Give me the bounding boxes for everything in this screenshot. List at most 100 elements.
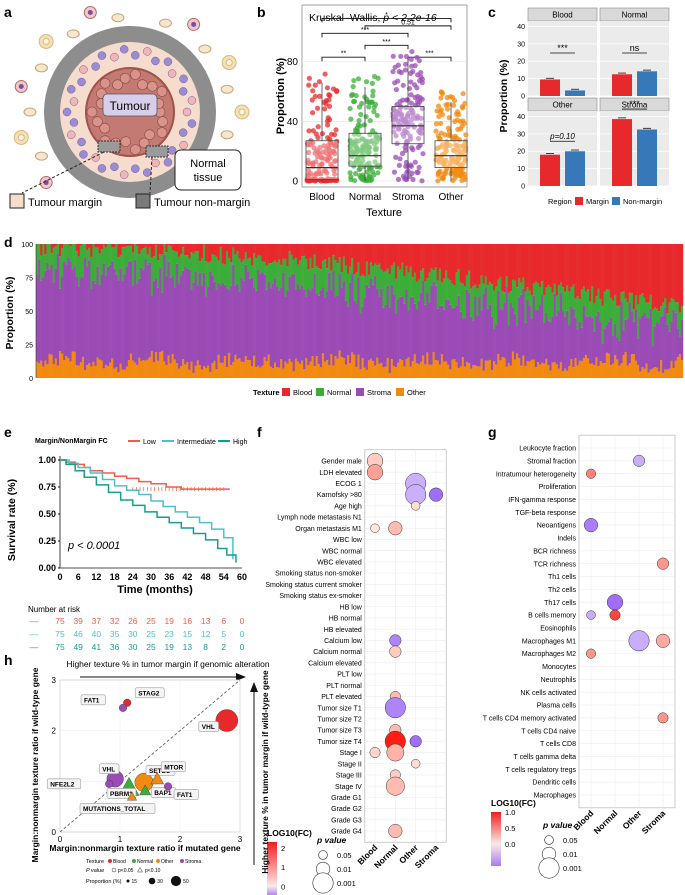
panel-d-segment xyxy=(94,283,97,366)
panel-b-point xyxy=(328,141,334,147)
panel-d-segment xyxy=(597,366,600,378)
panel-d-segment xyxy=(403,244,406,277)
panel-c-ytick: 20 xyxy=(517,149,525,156)
panel-d-segment xyxy=(397,362,400,378)
panel-f-colorbar-tick: 1 xyxy=(281,863,285,872)
panel-h-legend-prop-label: 15 xyxy=(132,879,138,885)
panel-f-row-label: Grade G1 xyxy=(331,795,362,802)
panel-b-point xyxy=(322,71,328,77)
panel-d-segment xyxy=(200,285,204,370)
panel-b-point xyxy=(459,170,465,176)
panel-f-dot xyxy=(370,523,380,533)
panel-h-legend-prop-title: Proportion (%) xyxy=(86,879,122,885)
panel-d-segment xyxy=(553,244,556,284)
panel-d-segment xyxy=(557,244,561,286)
panel-e-risk-cell: 13 xyxy=(201,616,211,626)
legend-margin-swatch xyxy=(9,193,25,209)
panel-d-segment xyxy=(280,264,283,288)
panel-f-fc-title: LOG10(FC) xyxy=(267,828,312,838)
panel-d-segment xyxy=(603,328,607,364)
panel-d-segment xyxy=(632,354,636,378)
panel-f-row-label: Stage III xyxy=(336,773,362,780)
panel-d-segment xyxy=(639,244,642,296)
panel-d-segment xyxy=(271,262,275,284)
panel-d-segment xyxy=(430,244,433,269)
panel-d-segment xyxy=(355,272,358,304)
panel-e-xtick: 36 xyxy=(164,572,174,582)
panel-d-segment xyxy=(230,285,233,365)
panel-d-segment xyxy=(628,292,632,303)
panel-d-segment xyxy=(411,296,415,362)
panel-d-segment xyxy=(415,281,419,310)
panel-b-point xyxy=(398,53,404,59)
panel-h-point-label: BAP1 xyxy=(154,790,172,797)
panel-d-segment xyxy=(88,260,91,364)
panel-d-segment xyxy=(192,253,195,283)
panel-d-segment xyxy=(634,244,638,296)
panel-d-segment xyxy=(138,357,141,378)
panel-d-segment xyxy=(121,244,124,248)
panel-d-segment xyxy=(317,295,321,364)
panel-d-segment xyxy=(200,369,204,378)
panel-d-segment xyxy=(453,284,456,308)
panel-d-segment xyxy=(655,322,659,368)
panel-b-point xyxy=(361,122,368,128)
panel-f-row-label: PLT elevated xyxy=(321,694,362,701)
panel-d-segment xyxy=(167,245,170,262)
panel-d-segment xyxy=(69,246,72,262)
panel-d-segment xyxy=(276,262,279,287)
panel-d-segment xyxy=(536,283,540,310)
panel-d-segment xyxy=(522,355,525,378)
panel-d-segment xyxy=(651,309,655,347)
panel-g-row-label: T cells gamma delta xyxy=(513,754,576,761)
panel-d-segment xyxy=(584,316,588,356)
panel-b-point xyxy=(407,133,413,139)
panel-d-segment xyxy=(102,368,106,378)
panel-d-segment xyxy=(132,285,135,361)
panel-d-segment xyxy=(501,290,504,310)
panel-d-segment xyxy=(605,352,609,378)
panel-d-segment xyxy=(50,253,53,265)
panel-d-segment xyxy=(365,261,369,285)
panel-b-bracket xyxy=(364,25,452,30)
panel-d-segment xyxy=(442,244,446,279)
panel-d-segment xyxy=(680,306,684,320)
panel-d-segment xyxy=(526,287,529,300)
panel-d-segment xyxy=(651,346,655,369)
panel-d-segment xyxy=(132,244,135,253)
panel-g-dot xyxy=(657,712,669,724)
panel-e-xtick: 42 xyxy=(182,572,192,582)
panel-e-risk-cell: 26 xyxy=(128,616,138,626)
panel-d-segment xyxy=(355,303,358,368)
panel-d-segment xyxy=(349,282,352,364)
panel-d-segment xyxy=(612,336,615,364)
panel-d-segment xyxy=(509,244,513,292)
panel-b-ytick: 40 xyxy=(287,117,299,128)
panel-d-segment xyxy=(288,251,291,277)
core-cell xyxy=(86,106,98,118)
panel-e-xtick: 0 xyxy=(57,572,62,582)
panel-d-segment xyxy=(357,354,360,378)
panel-d-segment xyxy=(488,359,492,378)
panel-d-segment xyxy=(215,244,218,257)
panel-d-segment xyxy=(273,278,277,363)
panel-h-point-label: SETD2 xyxy=(149,768,170,775)
panel-d-segment xyxy=(113,244,116,248)
panel-d-segment xyxy=(647,372,650,378)
panel-d-segment xyxy=(125,366,129,378)
panel-d-segment xyxy=(541,362,544,378)
panel-d-segment xyxy=(173,288,177,360)
panel-e-xlabel: Time (months) xyxy=(117,584,193,596)
panel-c-faceted-bars: Proportion (%) Blood010203040***Normalns… xyxy=(498,7,670,206)
panel-d-segment xyxy=(69,361,72,378)
panel-d-segment xyxy=(559,244,563,283)
panel-d-segment xyxy=(524,291,527,323)
panel-d-segment xyxy=(52,282,56,365)
panel-d-segment xyxy=(284,244,287,259)
panel-d-segment xyxy=(342,256,346,282)
panel-d-segment xyxy=(457,367,460,378)
panel-d-segment xyxy=(182,247,185,271)
decor-cell xyxy=(111,13,125,23)
panel-d-segment xyxy=(388,307,392,374)
panel-d-segment xyxy=(386,358,389,378)
